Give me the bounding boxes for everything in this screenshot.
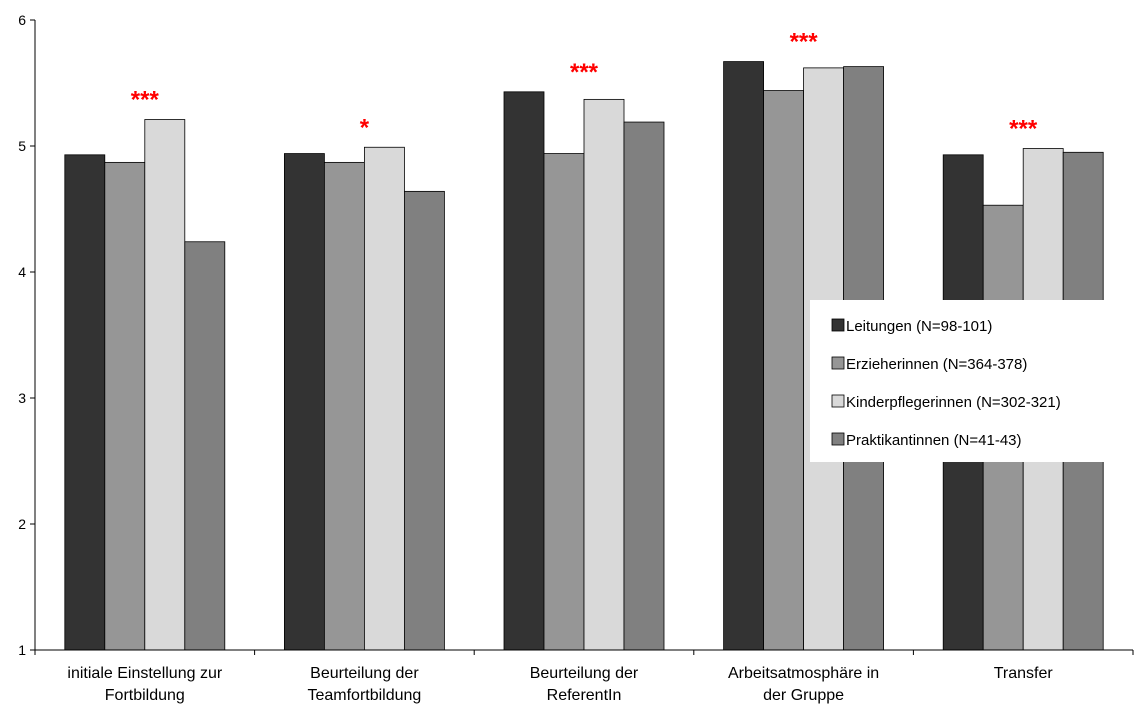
bar-3-1: [503, 91, 545, 651]
bar-2-4: [403, 190, 445, 651]
legend-label: Praktikantinnen (N=41-43): [846, 432, 1022, 449]
x-category-label: initiale Einstellung zur Fortbildung: [67, 665, 222, 704]
legend-swatch: [831, 356, 845, 370]
legend-label: Kinderpflegerinnen (N=302-321): [846, 394, 1061, 411]
bar-1-2: [104, 161, 146, 651]
legend-label: Leitungen (N=98-101): [846, 318, 992, 335]
significance-label: ***: [570, 59, 599, 86]
bar-2-1: [283, 153, 325, 651]
bars-group: [64, 61, 1104, 651]
legend-box: [810, 300, 1128, 462]
bar-3-4: [623, 121, 665, 651]
legend-swatch: [831, 432, 845, 446]
legend-swatch: [831, 394, 845, 408]
axes-group: 1 2 3 4 5 6 initiale Einstellung zur Fortbildun…: [18, 12, 1134, 704]
bar-2-3: [363, 146, 405, 651]
bar-2-2: [323, 161, 365, 651]
bar-3-2: [543, 153, 585, 651]
significance-labels: *************: [131, 29, 1038, 143]
x-category-label: Beurteilung der Teamfortbildung: [307, 665, 421, 704]
bar-1-3: [144, 119, 186, 651]
legend: Leitungen (N=98-101) Erzieherinnen (N=364…: [810, 300, 1128, 462]
bar-3-3: [583, 98, 625, 651]
y-tick-label: 5: [18, 138, 26, 154]
bar-1-1: [64, 154, 106, 651]
x-category-label: Arbeitsatmosphäre in der Gruppe: [728, 665, 879, 704]
significance-label: *: [360, 114, 370, 141]
bar-4-1: [723, 61, 764, 651]
x-category-label: Transfer: [994, 665, 1054, 682]
legend-label: Erzieherinnen (N=364-378): [846, 356, 1027, 373]
y-tick-label: 4: [18, 264, 26, 280]
legend-swatch: [831, 318, 845, 332]
significance-label: ***: [790, 29, 819, 56]
significance-label: ***: [131, 87, 160, 114]
bar-4-2: [763, 90, 804, 651]
bar-1-4: [184, 241, 226, 651]
significance-label: ***: [1009, 116, 1038, 143]
y-tick-label: 2: [18, 516, 26, 532]
y-tick-label: 1: [18, 642, 26, 658]
y-tick-label: 6: [18, 12, 26, 28]
x-category-label: Beurteilung der ReferentIn: [530, 665, 639, 704]
y-tick-label: 3: [18, 390, 26, 406]
